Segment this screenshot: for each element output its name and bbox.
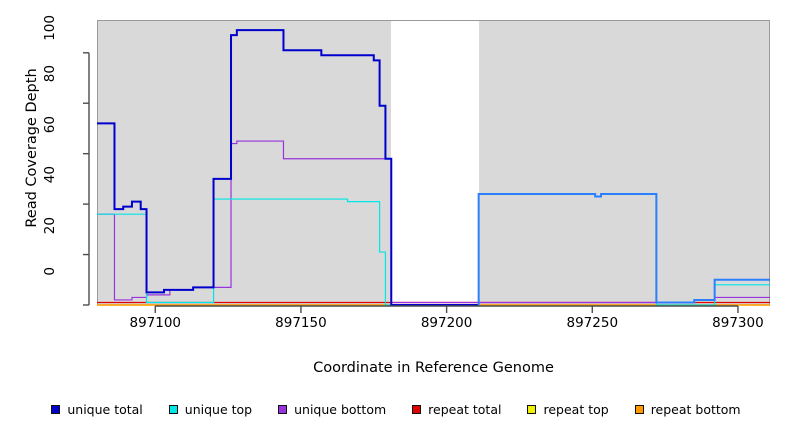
legend-item: repeat total <box>412 402 501 417</box>
legend-swatch-icon <box>51 404 61 414</box>
legend-item: repeat top <box>527 401 609 417</box>
series-line-unique-total <box>97 29 479 306</box>
legend-item: unique bottom <box>278 402 386 417</box>
legend-swatch-icon <box>527 404 537 414</box>
legend-swatch-icon <box>278 404 288 414</box>
legend-swatch-icon <box>412 404 422 414</box>
series-line-unique-total-right-segment <box>477 193 770 305</box>
legend-swatch-icon <box>168 404 178 414</box>
legend-item: repeat bottom <box>634 401 741 417</box>
x-axis-title: Coordinate in Reference Genome <box>313 360 554 376</box>
y-tick-label: 100 <box>42 14 58 41</box>
x-tick-label: 897200 <box>420 315 473 331</box>
legend-label: unique total <box>67 401 143 417</box>
chart-legend: unique total unique top unique bottom repea… <box>0 398 792 420</box>
x-tick-label: 897150 <box>275 315 327 331</box>
legend-label: unique bottom <box>294 401 387 417</box>
y-tick-label: 60 <box>42 115 58 133</box>
y-tick-label: 40 <box>42 166 58 184</box>
y-tick-label: 20 <box>42 216 58 234</box>
x-tick-label: 897300 <box>712 315 764 331</box>
legend-label: unique top <box>184 401 253 417</box>
series-line-unique-top <box>97 193 770 306</box>
y-axis-title: Read Coverage Depth <box>24 68 40 228</box>
legend-item: unique total <box>51 401 143 417</box>
x-tick-label: 897100 <box>129 315 182 331</box>
y-tick-label: 80 <box>42 65 58 83</box>
legend-label: repeat total <box>428 401 502 417</box>
legend-item: unique top <box>168 401 253 417</box>
series-line-unique-bottom <box>97 140 770 304</box>
y-tick-label: 0 <box>42 267 58 276</box>
no-data-gap-region <box>391 20 479 305</box>
legend-swatch-icon <box>634 404 644 414</box>
legend-label: repeat top <box>543 401 609 417</box>
legend-label: repeat bottom <box>650 401 741 417</box>
x-tick-label: 897250 <box>566 315 619 331</box>
